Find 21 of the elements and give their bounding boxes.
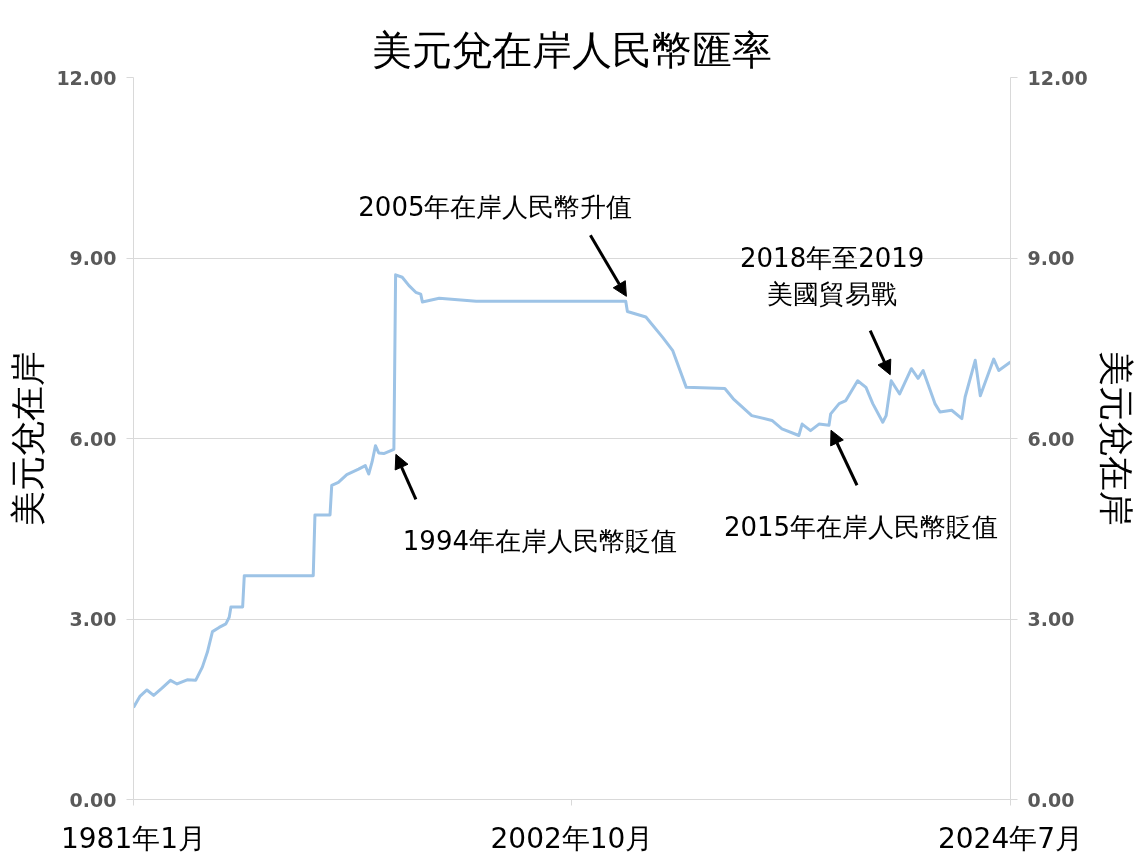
x-tick-label: 2002年10月 xyxy=(490,821,654,855)
annotation: 2018年至2019 美國貿易戰 xyxy=(740,242,925,309)
annotation: 2015年在岸人民幣貶值 xyxy=(723,512,999,543)
x-tick-label: 1981年1月 xyxy=(60,821,207,855)
y2-axis-title: 美元兌在岸 xyxy=(1095,351,1136,526)
y-tick-label: 12.00 xyxy=(56,66,117,89)
y2-tick-label: 3.00 xyxy=(1027,608,1075,630)
y2-tick-label: 9.00 xyxy=(1027,247,1075,269)
chart-title: 美元兌在岸人民幣匯率 xyxy=(372,26,772,73)
annotation: 1994年在岸人民幣貶值 xyxy=(402,526,677,557)
y2-tick-label: 6.00 xyxy=(1027,427,1075,450)
line-series xyxy=(133,273,1011,709)
x-tick-label: 2024年7月 xyxy=(937,821,1084,855)
y-axis-title: 美元兌在岸 xyxy=(8,351,49,526)
y2-tick-label: 0.00 xyxy=(1027,788,1075,811)
y-tick-label: 6.00 xyxy=(69,427,117,450)
y-tick-label: 0.00 xyxy=(69,788,117,811)
y-tick-label: 3.00 xyxy=(69,608,117,630)
y2-tick-label: 12.00 xyxy=(1027,66,1088,89)
annotation: 2005年在岸人民幣升值 xyxy=(358,192,633,223)
y-tick-label: 9.00 xyxy=(69,247,117,269)
